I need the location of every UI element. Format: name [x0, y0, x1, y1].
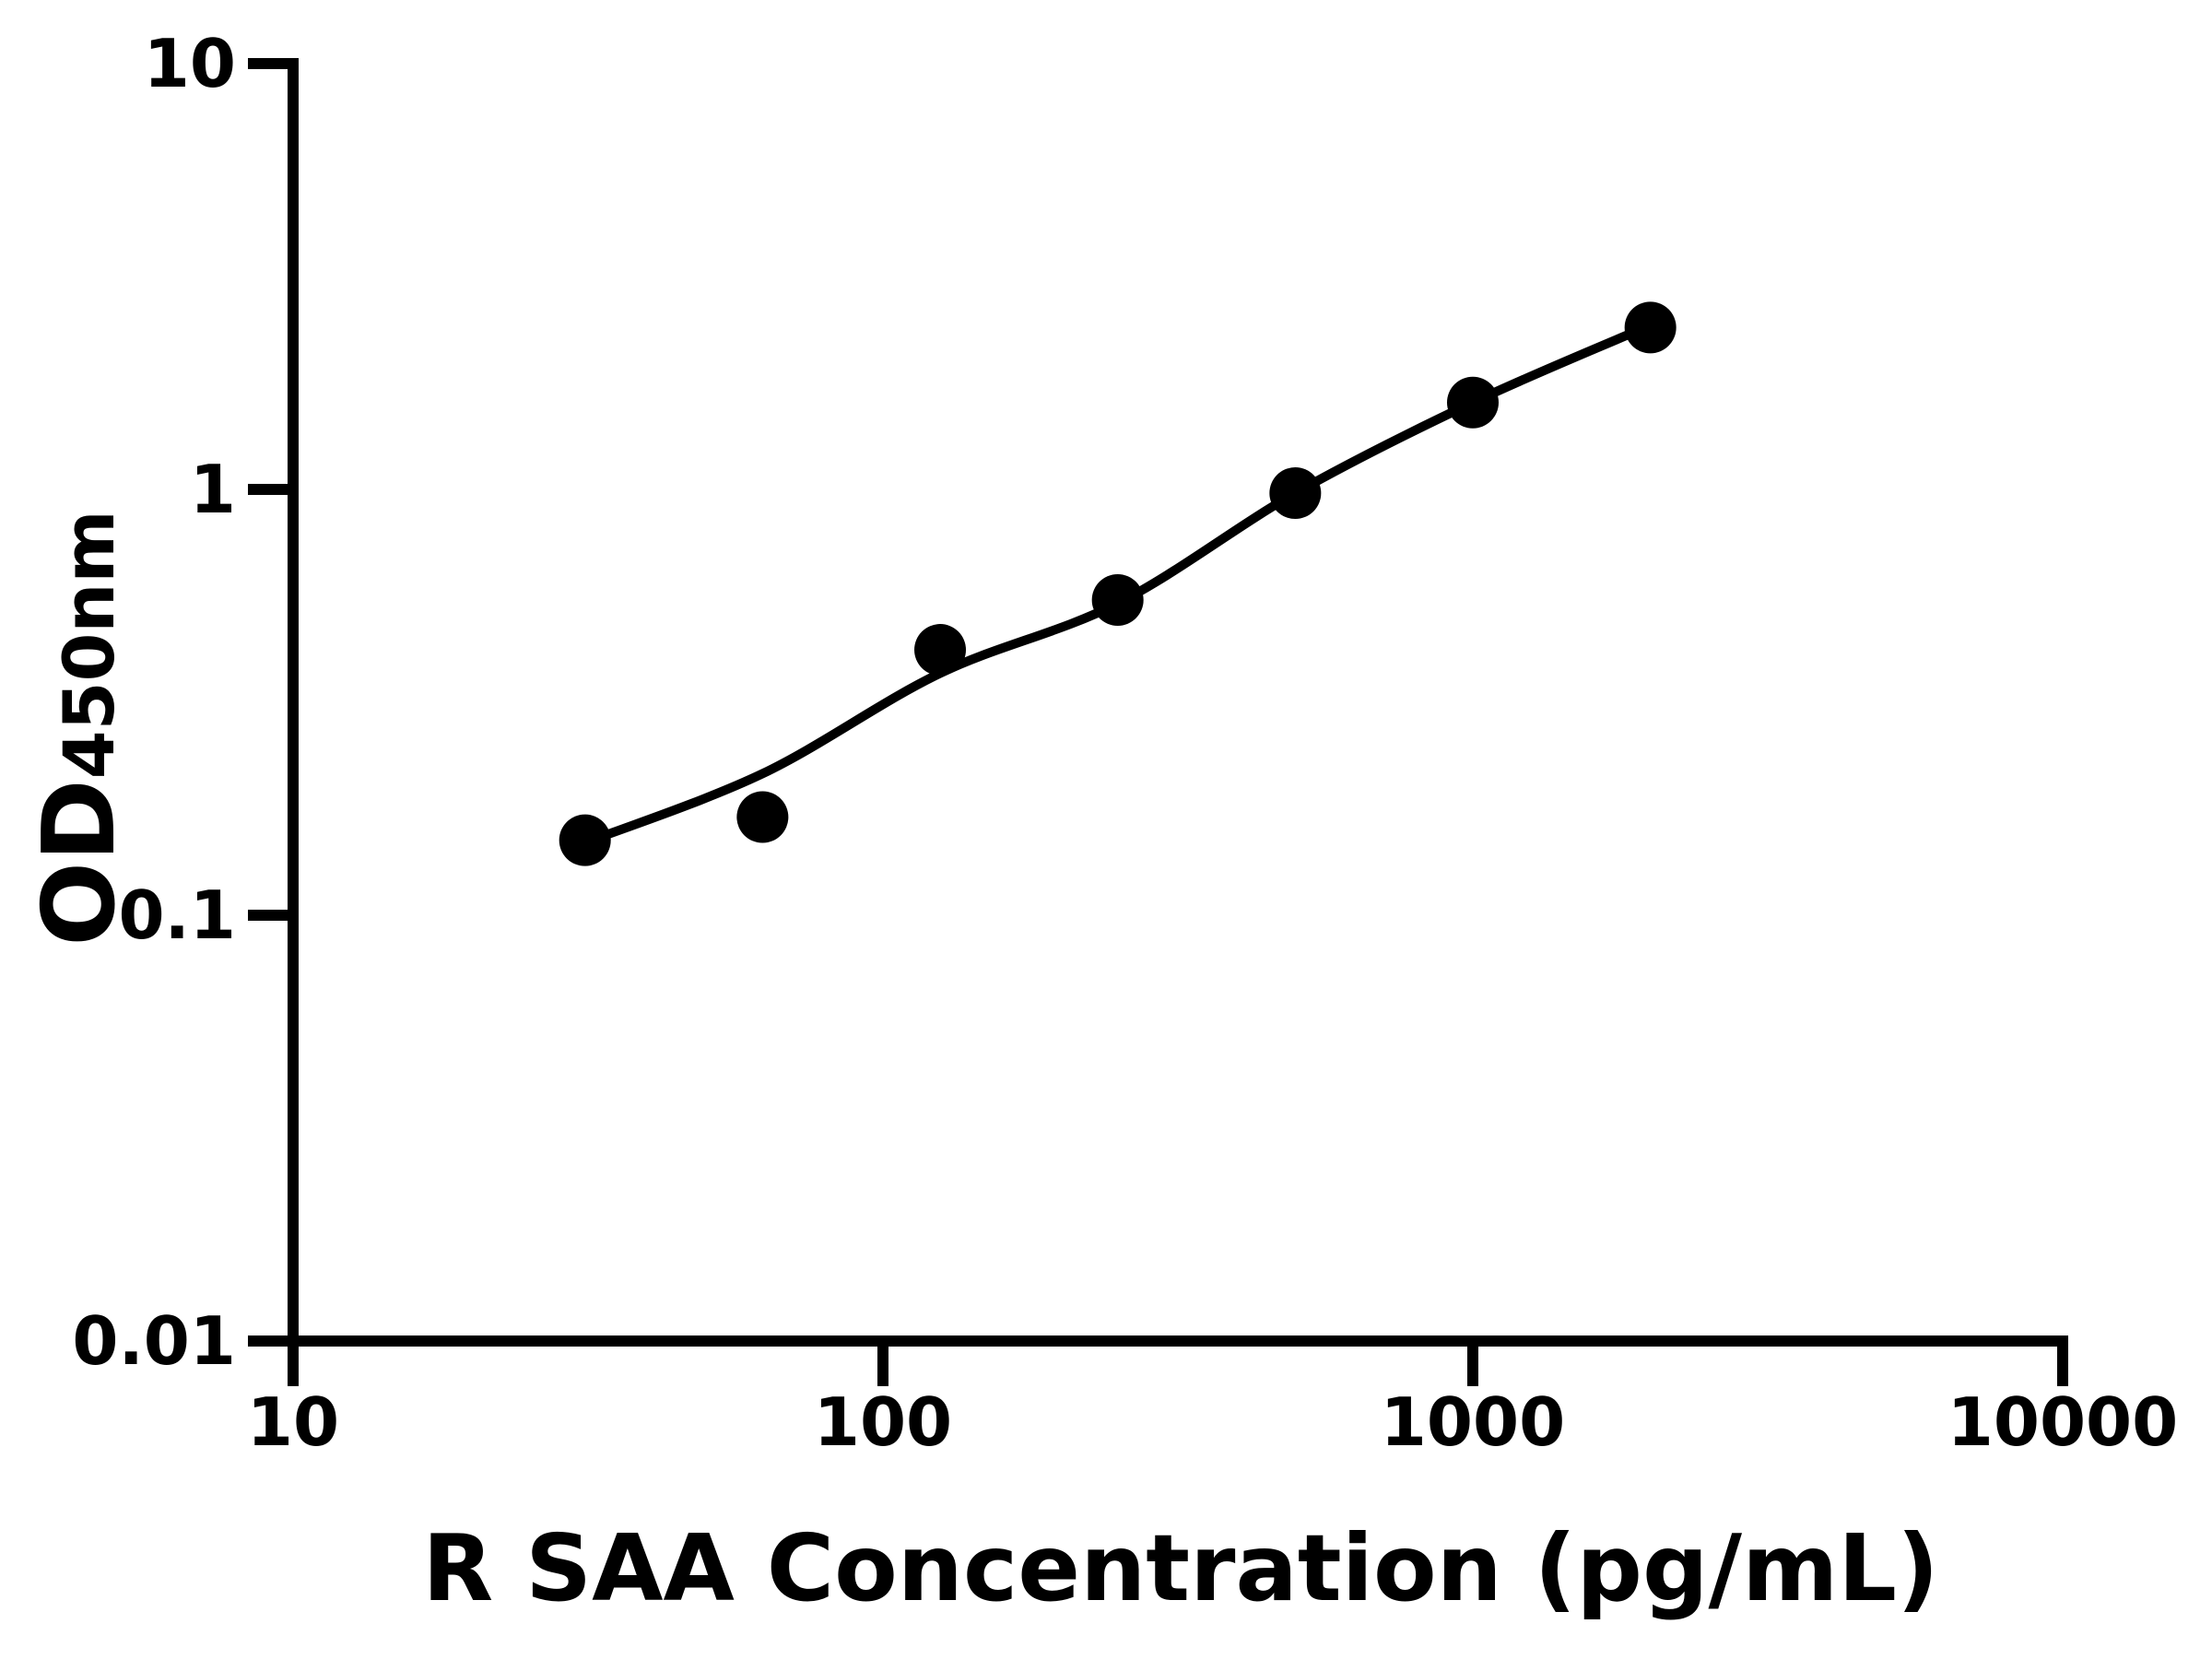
axes: [248, 58, 2068, 1386]
x-tick-label: 100: [814, 1383, 952, 1461]
x-tick-label: 10: [247, 1383, 339, 1461]
y-axis-title-subscript: 450nm: [48, 510, 130, 779]
y-tick-label: 0.1: [118, 877, 236, 954]
x-tick-label: 1000: [1381, 1383, 1565, 1461]
data-point: [559, 814, 611, 866]
data-series: [559, 301, 1677, 866]
y-axis-title: OD450nm: [22, 510, 137, 946]
data-point: [1091, 573, 1144, 626]
y-tick-label: 1: [190, 451, 236, 528]
y-axis-title-main: OD: [22, 779, 137, 946]
x-tick-label: 10000: [1947, 1383, 2179, 1461]
x-axis-title: R SAA Concentration (pg/mL): [422, 1514, 1938, 1622]
data-point: [736, 791, 789, 843]
data-point: [1269, 467, 1322, 520]
y-tick-label: 0.01: [72, 1302, 236, 1380]
data-point: [1447, 376, 1499, 429]
axis-spine: [288, 58, 2068, 1347]
data-point: [1624, 301, 1677, 354]
y-tick-label: 10: [144, 25, 236, 102]
data-point: [914, 624, 967, 677]
